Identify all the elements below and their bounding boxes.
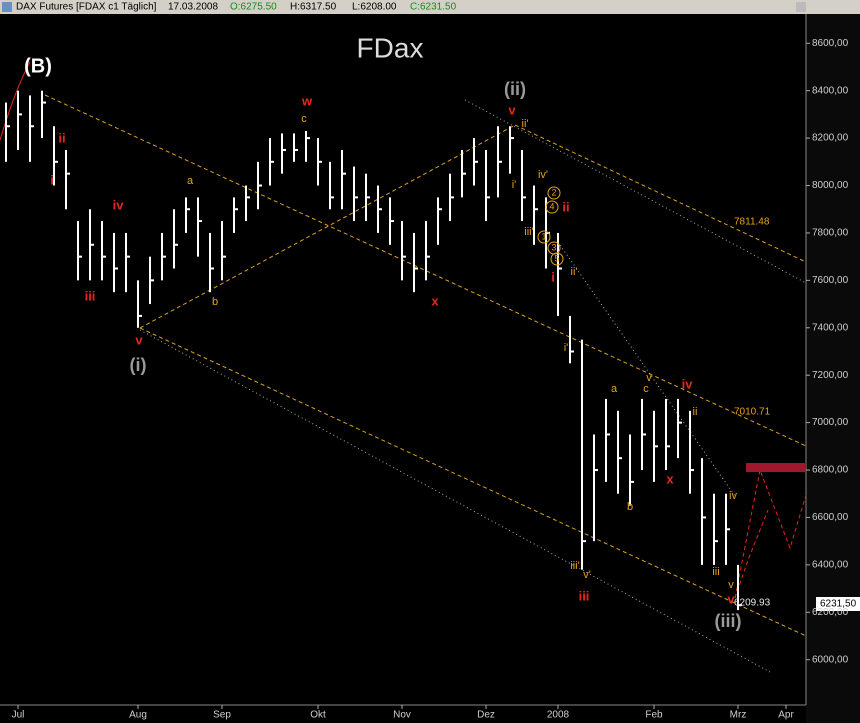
x-tick-label: Nov: [393, 710, 411, 721]
trend-lines: [0, 61, 807, 673]
wave-label: iv: [113, 197, 125, 212]
wave-label: 3: [551, 242, 556, 252]
wave-label: b: [212, 296, 218, 308]
y-tick-label: 7200,00: [812, 370, 849, 381]
wave-label: (B): [24, 55, 52, 77]
close: C:6231.50: [410, 2, 457, 13]
wave-label: v: [646, 372, 652, 384]
wave-label: v': [583, 569, 591, 581]
currency-label: EUR/EUR: [810, 1, 855, 12]
wave-label: ii: [562, 199, 569, 214]
chart-title: FDax: [357, 32, 424, 63]
price-tag-label: 6231,50: [820, 599, 857, 610]
wave-label: iii': [524, 226, 533, 238]
channel-line: [139, 327, 807, 637]
wave-circle: [547, 186, 561, 200]
wave-label: (i): [130, 355, 147, 375]
wave-label: 5: [554, 253, 559, 263]
low: L:6208.00: [352, 2, 397, 13]
x-tick-label: Okt: [310, 710, 326, 721]
wave-label: i: [551, 269, 555, 284]
header-bar: [0, 0, 860, 14]
x-tick-label: Sep: [213, 710, 231, 721]
date: 17.03.2008: [168, 2, 218, 13]
wave-label: i': [564, 342, 569, 354]
x-tick-label: Jul: [12, 710, 25, 721]
wave-circle: [550, 252, 564, 266]
wave-label: i': [512, 179, 517, 191]
wave-label: v: [508, 102, 516, 117]
high: H:6317.50: [290, 2, 337, 13]
wave-label: ii': [522, 118, 529, 130]
wave-label: 7010.71: [734, 407, 771, 418]
wave-label: b: [627, 501, 633, 513]
wave-circle: [537, 230, 551, 244]
wave-label: ii: [58, 130, 65, 145]
price-tag: [816, 597, 860, 611]
channel-line: [139, 124, 516, 329]
wave-label: (ii): [504, 79, 526, 99]
wave-label: ii: [693, 406, 698, 418]
x-tick-label: Apr: [778, 710, 794, 721]
wave-label: 6209.93: [734, 598, 771, 609]
y-tick-label: 6400,00: [812, 560, 849, 571]
y-tick-label: 7000,00: [812, 417, 849, 428]
channel-line: [559, 244, 736, 497]
wave-label: iv: [682, 376, 694, 391]
wave-label: v: [135, 332, 143, 347]
wave-label: (iii): [715, 611, 742, 631]
wave-label: 7811.48: [734, 217, 770, 228]
y-tick-label: 8000,00: [812, 180, 849, 191]
header-icon: [2, 2, 12, 12]
wave-label: 1: [541, 231, 546, 241]
wave-label: iv: [729, 490, 737, 502]
wave-label: iii: [712, 566, 719, 578]
y-tick-label: 8200,00: [812, 133, 849, 144]
y-tick-label: 6000,00: [812, 654, 849, 665]
x-tick-label: Feb: [645, 710, 663, 721]
wave-label: 2: [551, 187, 556, 197]
y-tick-label: 6200,00: [812, 607, 849, 618]
wave-label: v: [728, 579, 734, 591]
target-zone: [746, 463, 806, 472]
wave-label: x: [431, 293, 439, 308]
y-tick-label: 7800,00: [812, 228, 849, 239]
wave-label: w: [301, 93, 313, 108]
window-button[interactable]: [796, 2, 806, 12]
annotations: (B)(i)(ii)(iii)iiiiviiivwxviiiiiiivxvcab…: [24, 55, 770, 630]
y-tick-label: 6600,00: [812, 512, 849, 523]
wave-label: ii': [571, 266, 578, 278]
wave-circle: [545, 200, 559, 214]
wave-label: x: [666, 471, 674, 486]
wave-label: c: [301, 113, 307, 125]
wave-label: iii': [570, 560, 579, 572]
wave-label: iii: [85, 288, 96, 303]
instrument: DAX Futures [FDAX c1 Täglich]: [16, 2, 157, 13]
projection: [734, 468, 807, 599]
x-tick-label: 2008: [547, 710, 570, 721]
bars: [5, 90, 742, 611]
x-tick-label: Dez: [477, 710, 495, 721]
wave-label: 4: [549, 201, 554, 211]
wave-label: iv': [538, 169, 548, 181]
y-tick-label: 7600,00: [812, 275, 849, 286]
wave-label: v: [727, 591, 735, 606]
y-tick-label: 8400,00: [812, 85, 849, 96]
wave-label: i: [50, 172, 54, 187]
open: O:6275.50: [230, 2, 277, 13]
wave-label: c: [643, 383, 649, 395]
y-tick-label: 6800,00: [812, 465, 849, 476]
channel-line: [514, 124, 807, 263]
x-tick-label: Aug: [129, 710, 147, 721]
x-tick-label: Mrz: [730, 710, 747, 721]
projection: [0, 61, 31, 141]
wave-label: a: [187, 175, 194, 187]
wave-label: a: [611, 383, 618, 395]
channel-line: [464, 99, 807, 284]
wave-label: iii: [579, 588, 590, 603]
y-tick-label: 7400,00: [812, 322, 849, 333]
y-tick-label: 8600,00: [812, 38, 849, 49]
